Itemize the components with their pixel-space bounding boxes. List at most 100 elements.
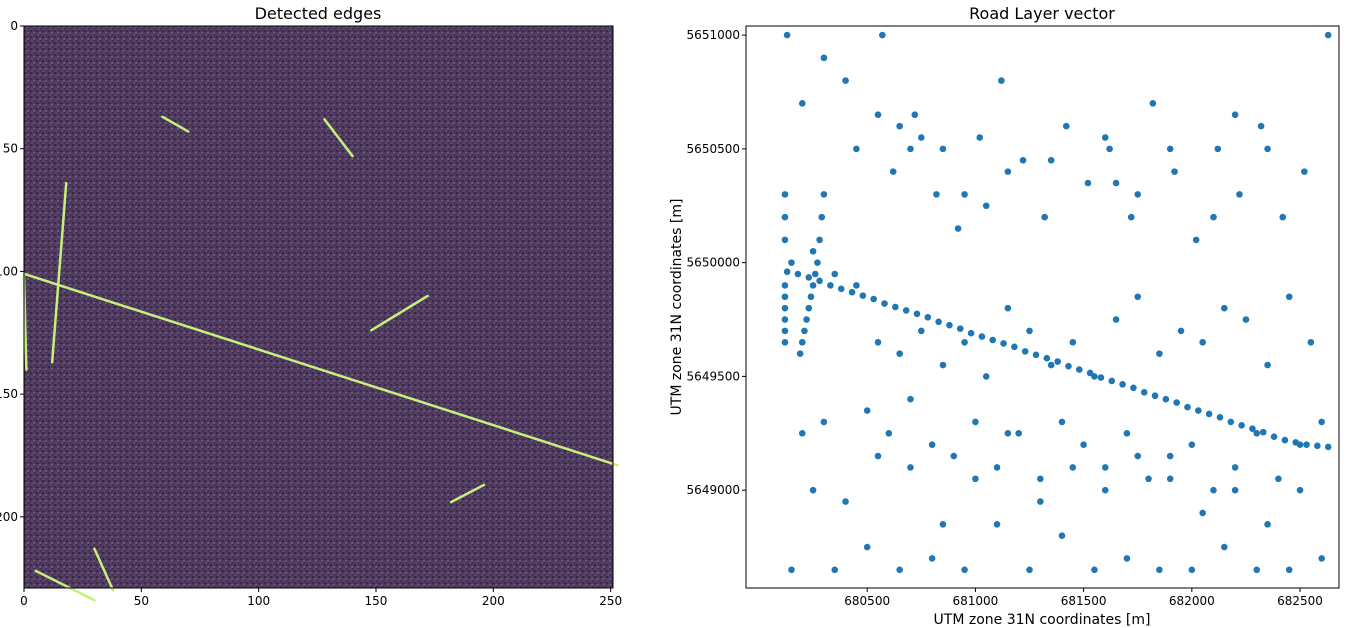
scatter-point	[1264, 145, 1271, 153]
scatter-point	[1101, 134, 1109, 141]
scatter-point	[1216, 414, 1224, 421]
scatter-point	[781, 304, 789, 312]
scatter-point	[1032, 351, 1040, 359]
scatter-x-ticks: 680500 681000 681500 682000 682500	[844, 588, 1323, 608]
scatter-point	[1270, 433, 1278, 440]
scatter-point	[950, 452, 958, 460]
scatter-point	[1123, 429, 1131, 437]
scatter-point	[788, 259, 795, 266]
edge-line	[50, 181, 68, 364]
scatter-point	[781, 327, 789, 335]
scatter-point	[853, 282, 860, 289]
scatter-point	[972, 418, 979, 426]
scatter-point	[820, 54, 828, 62]
heatmap-panel: Detected edges 0 50 100 150 200 250 0 50 100 150…	[0, 4, 622, 608]
scatter-point	[848, 288, 856, 296]
edge-line	[370, 294, 429, 332]
scatter-point	[831, 566, 839, 574]
scatter-point	[809, 247, 817, 255]
scatter-point	[961, 191, 968, 198]
edge-line	[93, 547, 115, 592]
scatter-point	[989, 336, 997, 344]
scatter-point	[1303, 441, 1310, 448]
scatter-point	[1199, 509, 1206, 517]
scatter-point	[1019, 156, 1027, 164]
scatter-point	[1101, 486, 1109, 494]
scatter-point	[907, 464, 914, 471]
scatter-point	[801, 327, 808, 335]
scatter-point	[842, 498, 849, 505]
scatter-point	[1127, 213, 1135, 221]
scatter-point	[781, 236, 789, 244]
scatter-point	[967, 329, 975, 337]
scatter-y-ticks: 5649000 5649500 5650000 5650500 5651000	[687, 28, 746, 497]
scatter-point	[1231, 464, 1239, 471]
scatter-point	[1166, 475, 1174, 483]
x-tick-label: 200	[482, 594, 505, 608]
scatter-point	[783, 268, 791, 276]
scatter-point	[1177, 327, 1185, 335]
scatter-point	[1054, 358, 1061, 365]
scatter-point	[803, 316, 810, 323]
scatter-point	[1166, 452, 1174, 460]
scatter-point	[863, 543, 871, 551]
heatmap-x-ticks: 0 50 100 150 200 250	[20, 588, 622, 608]
scatter-point	[1026, 566, 1033, 574]
scatter-point	[1058, 532, 1066, 539]
x-tick-label: 681500	[1061, 594, 1107, 608]
scatter-point	[1037, 475, 1044, 483]
scatter-point	[794, 270, 802, 278]
scatter-point	[911, 111, 919, 119]
scatter-point	[1075, 366, 1083, 373]
scatter-point	[918, 134, 925, 141]
scatter-point	[982, 202, 990, 210]
scatter-point	[853, 145, 860, 153]
scatter-point	[1149, 100, 1157, 107]
scatter-point	[816, 236, 823, 244]
x-tick-label: 50	[134, 594, 149, 608]
y-tick-label: 100	[0, 264, 18, 278]
scatter-point	[1205, 410, 1213, 418]
scatter-point	[1279, 213, 1287, 221]
y-tick-label: 5650000	[687, 256, 740, 270]
scatter-point	[781, 316, 789, 323]
scatter-point	[805, 274, 813, 281]
scatter-point	[1097, 374, 1105, 381]
edge-line	[323, 118, 354, 158]
scatter-point	[827, 282, 834, 289]
scatter-point	[1063, 122, 1070, 130]
scatter-point	[879, 31, 886, 39]
scatter-point	[1259, 428, 1267, 436]
heatmap-y-ticks: 0 50 100 150 200	[0, 19, 24, 524]
scatter-point	[870, 295, 877, 303]
scatter-point	[816, 277, 823, 285]
y-tick-label: 5649000	[687, 483, 740, 497]
scatter-point	[807, 293, 815, 301]
scatter-point	[1210, 213, 1217, 221]
scatter-point	[809, 282, 817, 289]
scatter-frame	[745, 25, 1340, 589]
x-tick-label: 150	[365, 594, 388, 608]
scatter-point	[928, 441, 936, 448]
scatter-point	[1156, 566, 1163, 574]
scatter-point	[788, 566, 795, 574]
scatter-point	[889, 168, 897, 175]
scatter-point	[1231, 486, 1239, 494]
x-tick-label: 682500	[1277, 594, 1323, 608]
scatter-point	[1065, 362, 1072, 370]
x-tick-label: 681000	[953, 594, 999, 608]
x-tick-label: 0	[20, 594, 28, 608]
scatter-point	[1227, 418, 1235, 426]
edge-line	[449, 483, 486, 504]
scatter-point	[1123, 555, 1131, 562]
scatter-point	[1301, 168, 1308, 175]
scatter-point	[1285, 293, 1293, 301]
scatter-point	[1047, 156, 1055, 164]
scatter-point	[1108, 377, 1116, 385]
scatter-point	[783, 31, 791, 39]
scatter-point	[781, 282, 789, 289]
scatter-point	[1043, 354, 1051, 362]
scatter-point	[798, 338, 806, 346]
scatter-point	[1011, 343, 1018, 351]
scatter-point	[933, 191, 940, 198]
